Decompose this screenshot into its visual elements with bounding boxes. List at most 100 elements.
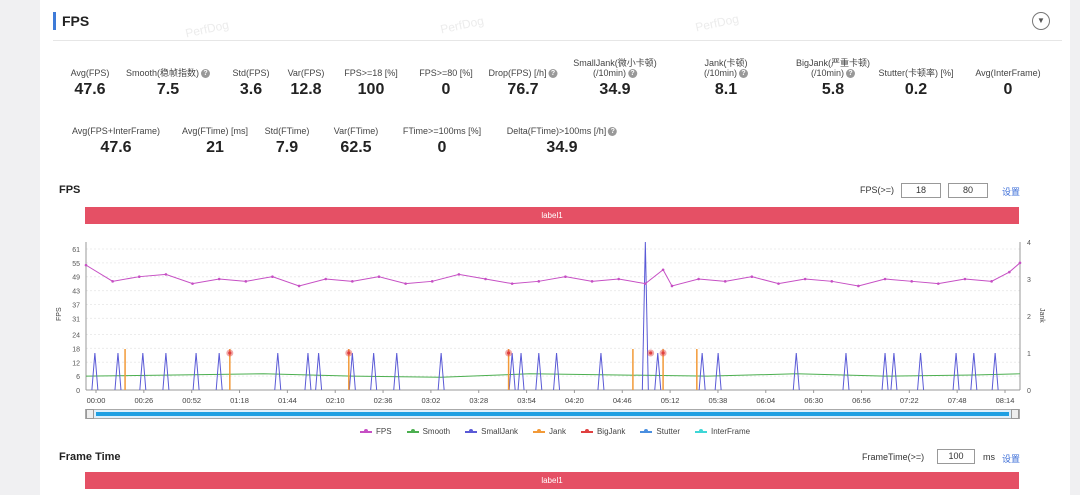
fps-point [670, 284, 674, 288]
stat-item: Avg(FPS+InterFrame) 47.6 [72, 126, 160, 157]
y2-tick-label: 3 [1027, 277, 1031, 284]
smalljank-spike [114, 352, 122, 391]
help-icon[interactable]: ? [548, 69, 558, 79]
legend-swatch [406, 429, 419, 434]
help-icon[interactable]: ? [628, 69, 638, 79]
scroll-handle-right[interactable] [1011, 409, 1019, 419]
fps-point [661, 268, 665, 272]
fps-point [1008, 270, 1011, 274]
collapse-chevron-icon[interactable]: ▼ [1032, 12, 1050, 30]
fps-point [271, 275, 274, 278]
stat-value: 0 [1003, 81, 1013, 98]
stat-label: Drop(FPS) [/h]? [488, 68, 558, 79]
x-tick-label: 00:52 [182, 396, 201, 405]
fps-threshold-high-input[interactable]: 80 [948, 183, 988, 198]
stat-item: Std(FTime) 7.9 [265, 126, 310, 157]
legend-item-smooth[interactable]: Smooth [406, 427, 450, 436]
legend-item-stutter[interactable]: Stutter [640, 427, 680, 436]
fps-point [111, 280, 114, 283]
legend-item-fps[interactable]: FPS [360, 427, 392, 436]
smalljank-spike [192, 352, 200, 391]
stat-item: Stutter(卡顿率) [%] 0.2 [878, 68, 953, 99]
x-tick-label: 07:48 [948, 396, 967, 405]
stat-value: 7.9 [275, 139, 299, 156]
help-icon[interactable]: ? [846, 69, 856, 79]
y2-tick-label: 0 [1027, 388, 1031, 395]
y-tick-label: 37 [72, 302, 80, 309]
help-icon[interactable]: ? [739, 69, 749, 79]
fps-point [723, 280, 727, 283]
legend-item-bigjank[interactable]: BigJank [580, 427, 625, 436]
x-tick-label: 04:46 [613, 396, 632, 405]
frametime-section-title: Frame Time [59, 451, 121, 463]
fps-panel: FPS ▼ PerfDog PerfDog PerfDog Avg(FPS) 47… [40, 0, 1070, 495]
fps-point [803, 277, 807, 281]
stat-value: 76.7 [507, 81, 539, 99]
y-tick-label: 18 [72, 346, 80, 353]
fps-label-band[interactable]: label1 [85, 207, 1019, 224]
stat-value: 12.8 [290, 81, 322, 98]
smooth-line [85, 373, 1021, 378]
fps-apply-button[interactable]: 设置 [1002, 187, 1021, 197]
frametime-apply-button[interactable]: 设置 [1002, 454, 1021, 464]
fps-point [697, 277, 700, 281]
stat-label: Std(FTime) [264, 126, 310, 136]
stat-value: 7.5 [156, 81, 180, 99]
chart-grid [86, 248, 1020, 391]
fps-point [217, 277, 221, 281]
x-tick-label: 08:14 [996, 396, 1015, 405]
bigjank-marker-dot [228, 351, 232, 355]
stat-label: Stutter(卡顿率) [%] [878, 68, 954, 78]
smalljank-spike [315, 352, 323, 391]
fps-threshold-low-input[interactable]: 18 [901, 183, 941, 198]
fps-point [644, 282, 647, 285]
fps-point [484, 277, 487, 281]
smalljank-spike [304, 352, 312, 391]
fps-point [404, 282, 407, 285]
legend-swatch [533, 429, 546, 434]
y-tick-label: 0 [76, 388, 80, 395]
y-tick-label: 24 [72, 333, 80, 340]
stat-item: Drop(FPS) [/h]? 76.7 [488, 68, 558, 99]
frametime-threshold-label: FrameTime(>=) [862, 452, 925, 462]
x-tick-label: 01:18 [230, 396, 249, 405]
frametime-threshold-input[interactable]: 100 [937, 449, 975, 464]
stat-item: SmallJank(微小卡顿) (/10min)? 34.9 [573, 58, 657, 99]
smalljank-spike [393, 352, 401, 391]
smalljank-spike [842, 352, 850, 391]
time-range-scrollbar[interactable] [85, 409, 1020, 419]
fps-point [990, 280, 993, 283]
fps-point [430, 280, 434, 283]
header-divider [53, 40, 1062, 41]
fps-point [244, 280, 248, 283]
stat-label: SmallJank(微小卡顿) [573, 58, 657, 68]
scroll-handle-left[interactable] [86, 409, 94, 419]
legend-item-interframe[interactable]: InterFrame [695, 427, 750, 436]
help-icon[interactable]: ? [201, 69, 211, 79]
fps-point [777, 282, 780, 285]
legend-swatch [465, 429, 478, 434]
fps-threshold-label: FPS(>=) [860, 185, 895, 195]
x-tick-label: 07:22 [900, 396, 919, 405]
legend-item-jank[interactable]: Jank [533, 427, 566, 436]
legend-label: InterFrame [711, 427, 751, 436]
smalljank-spike [698, 352, 706, 391]
legend-swatch [640, 429, 653, 434]
y-tick-label: 49 [72, 275, 80, 282]
x-tick-label: 05:12 [661, 396, 680, 405]
stat-item: FTime>=100ms [%] 0 [403, 126, 481, 157]
stat-item: FPS>=80 [%] 0 [419, 68, 473, 99]
fps-point [1018, 261, 1022, 265]
smalljank-spike [714, 352, 722, 391]
frametime-label-band[interactable]: label1 [85, 472, 1019, 489]
legend-label: SmallJank [481, 427, 519, 436]
smalljank-spike [91, 352, 99, 391]
x-tick-label: 06:30 [804, 396, 823, 405]
stat-label-unit: (/10min)? [704, 68, 749, 79]
fps-point [137, 275, 141, 278]
help-icon[interactable]: ? [608, 127, 618, 137]
legend-item-smalljank[interactable]: SmallJank [465, 427, 518, 436]
stat-label: BigJank(严重卡顿) [795, 58, 871, 68]
